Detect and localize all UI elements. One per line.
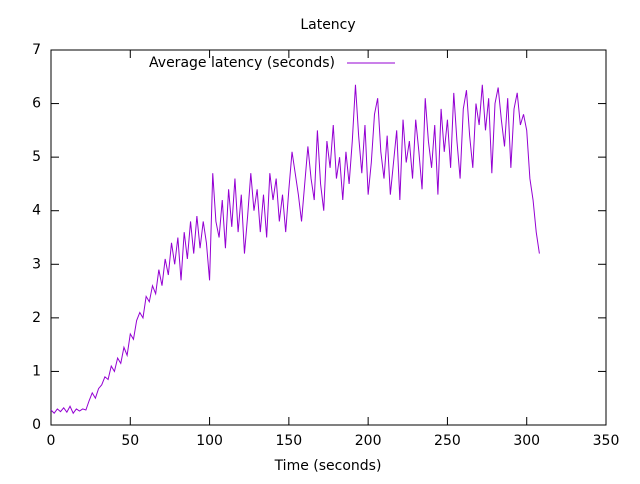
y-tick-label: 7 [32,42,41,58]
chart-title: Latency [300,17,355,33]
x-tick-label: 100 [196,433,223,449]
x-tick-label: 0 [47,433,56,449]
y-tick-label: 3 [32,256,41,272]
y-tick-label: 1 [32,363,41,379]
x-axis-label: Time (seconds) [274,458,382,474]
y-tick-label: 6 [32,96,41,112]
plot-frame [50,49,607,426]
x-tick-label: 200 [355,433,382,449]
x-tick-label: 250 [434,433,461,449]
y-tick-label: 5 [32,149,41,165]
y-tick-label: 2 [32,310,41,326]
x-tick-label: 350 [593,433,620,449]
y-tick-label: 0 [32,417,41,433]
x-tick-label: 150 [275,433,302,449]
x-tick-label: 300 [513,433,540,449]
x-tick-label: 50 [121,433,139,449]
data-line [50,84,540,415]
y-tick-label: 4 [32,203,41,219]
legend-label: Average latency (seconds) [149,55,335,71]
